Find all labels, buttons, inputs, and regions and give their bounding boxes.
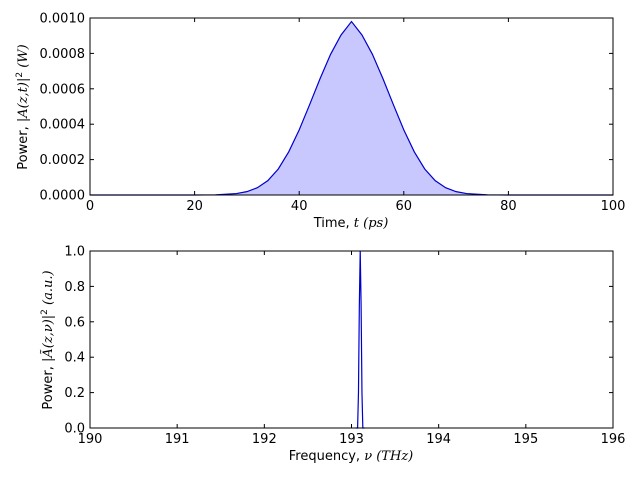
time-domain-xtick-label: 100	[601, 199, 626, 214]
frequency-domain-ytick-label: 0.4	[64, 351, 85, 366]
time-domain-series-0-line	[90, 20, 613, 196]
frequency-domain-series-0-line	[355, 250, 365, 429]
frequency-domain-ticks: 190 191 192 193 194 195 196 0.0 0.2 0.4 0.6 0.8 1.0	[64, 245, 625, 448]
frequency-domain-xtick-label: 196	[601, 432, 626, 447]
frequency-domain-xtick-label: 194	[426, 432, 451, 447]
time-domain-xtick-label: 60	[396, 199, 413, 214]
time-domain-ytick-label: 0.0006	[40, 82, 86, 97]
time-domain-series-0-fill	[90, 21, 613, 195]
frequency-domain-ylabel: Power, |Ã(z,ν)|2 (a.u.)	[40, 270, 56, 409]
frequency-domain-plot: 190 191 192 193 194 195 1960.00.20.40.60.81.0 …	[40, 245, 625, 465]
time-domain-xtick-label: 0	[86, 199, 94, 214]
time-domain-ylabel: Power, |A(z,t)|2 (W)	[15, 44, 31, 169]
frequency-domain-xtick-label: 190	[78, 432, 103, 447]
time-domain-data-layer	[90, 20, 613, 196]
time-domain-ytick-label: 0.0000	[40, 189, 86, 204]
time-domain-xtick-label: 80	[500, 199, 517, 214]
time-domain-xtick-label: 20	[186, 199, 203, 214]
time-domain-axes-frame	[89, 17, 614, 196]
frequency-domain-xtick-label: 195	[513, 432, 538, 447]
frequency-domain-ytick-label: 0.8	[64, 280, 85, 295]
time-domain-ytick-label: 0.0004	[40, 118, 86, 133]
time-domain-xtick-label: 40	[291, 199, 308, 214]
frequency-domain-ytick-label: 0.2	[64, 386, 85, 401]
time-domain-ytick-label: 0.0002	[40, 153, 86, 168]
frequency-domain-data-layer	[355, 250, 365, 429]
frequency-domain-ytick-label: 0.6	[64, 315, 85, 330]
time-domain-ytick-label: 0.0010	[40, 12, 86, 27]
time-domain-ytick-label: 0.0008	[40, 47, 86, 62]
time-domain-xlabel: Time, t (ps)	[313, 216, 389, 231]
frequency-domain-ytick-label: 0.0	[64, 422, 85, 437]
time-domain-plot: 0 20 40 60 80 100 0.0000 0.0002 0.0004 0.0006 0.00…	[15, 12, 625, 232]
frequency-domain-axes-frame	[89, 250, 614, 429]
frequency-domain-xtick-label: 193	[339, 432, 364, 447]
frequency-domain-xtick-label: 191	[165, 432, 190, 447]
frequency-domain-xtick-label: 192	[252, 432, 277, 447]
frequency-domain-ytick-label: 1.0	[64, 245, 85, 260]
time-domain-ticks: 0 20 40 60 80 100 0.0000 0.0002 0.0004 0.0006 0.00…	[40, 12, 626, 215]
frequency-domain-xlabel: Frequency, ν (THz)	[289, 449, 414, 464]
